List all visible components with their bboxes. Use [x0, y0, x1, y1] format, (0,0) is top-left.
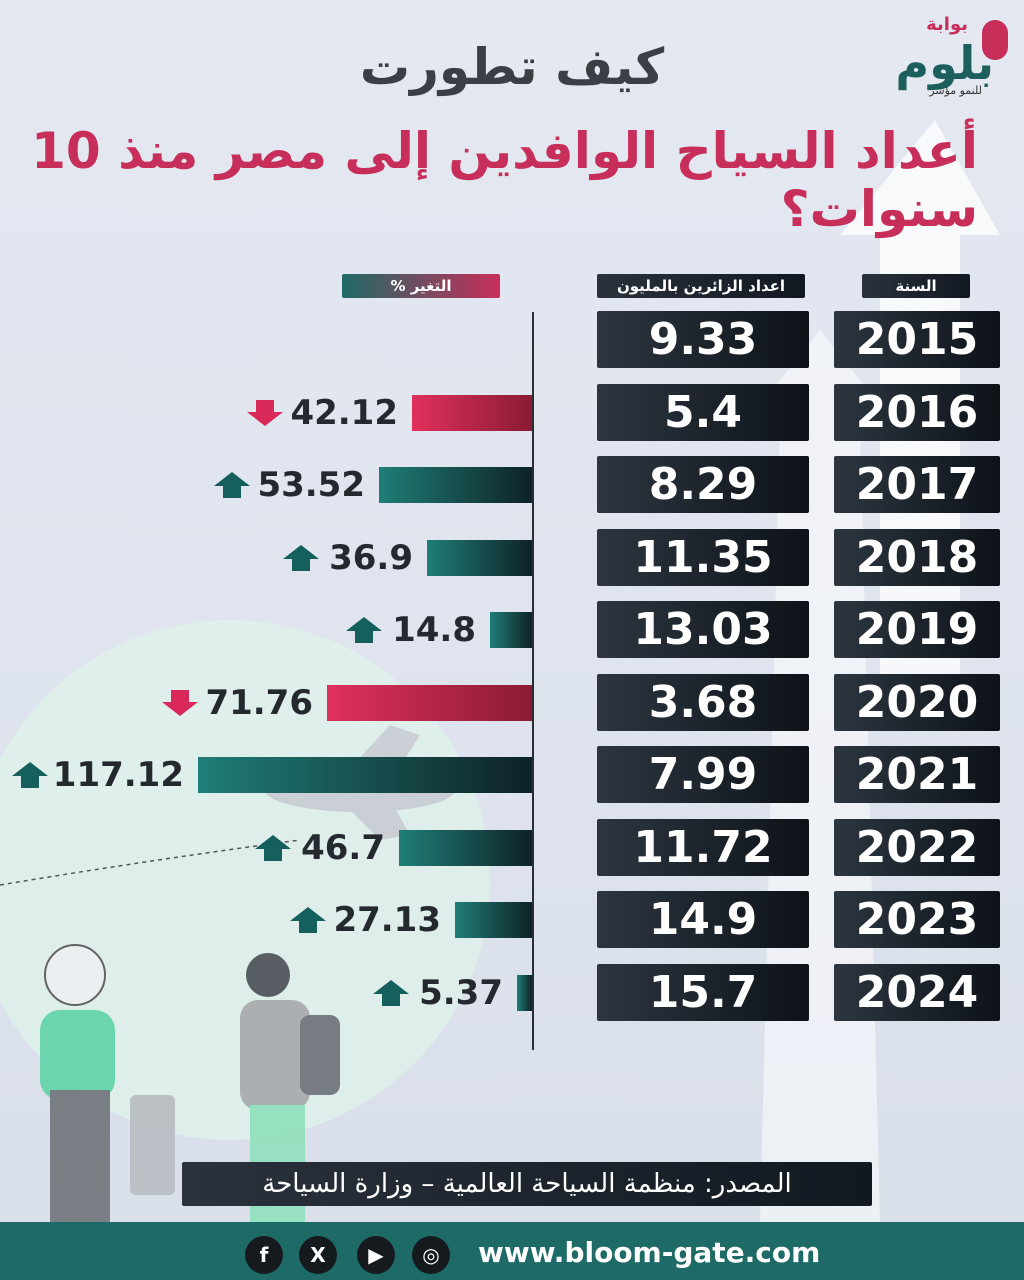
source-note: المصدر: منظمة السياحة العالمية – وزارة ا… — [182, 1162, 872, 1206]
visitors-value-cell: 5.4 — [597, 384, 809, 441]
change-bar — [455, 902, 532, 938]
visitors-value-cell: 15.7 — [597, 964, 809, 1021]
x-icon[interactable]: X — [299, 1236, 337, 1274]
year-cell: 2020 — [834, 674, 1000, 731]
visitors-value-cell: 13.03 — [597, 601, 809, 658]
visitors-value-cell: 14.9 — [597, 891, 809, 948]
year-cell: 2023 — [834, 891, 1000, 948]
visitors-value-cell: 7.99 — [597, 746, 809, 803]
year-cell: 2019 — [834, 601, 1000, 658]
change-value-label: 36.9 — [329, 538, 413, 578]
title-line-1: كيف تطورت — [359, 38, 665, 96]
change-bar — [327, 685, 532, 721]
logo-sub-text: للنمو مؤشر — [929, 84, 982, 97]
change-bar — [412, 395, 532, 431]
year-cell: 2016 — [834, 384, 1000, 441]
brand-logo: بوابة بلوم للنمو مؤشر — [862, 14, 1012, 104]
visitors-value-cell: 11.72 — [597, 819, 809, 876]
arrow-down-icon — [162, 690, 198, 716]
website-link[interactable]: www.bloom-gate.com — [478, 1236, 821, 1269]
change-value-label: 53.52 — [257, 465, 365, 505]
arrow-up-icon — [373, 980, 409, 1006]
change-value-label: 46.7 — [301, 828, 385, 868]
change-bar — [517, 975, 532, 1011]
arrow-up-icon — [214, 472, 250, 498]
arrow-up-icon — [283, 545, 319, 571]
change-value-label: 71.76 — [205, 683, 313, 723]
change-value-label: 27.13 — [333, 900, 441, 940]
change-value-label: 117.12 — [52, 755, 184, 795]
visitors-column-header: اعداد الزائرين بالمليون — [597, 274, 805, 298]
arrow-up-icon — [290, 907, 326, 933]
arrow-up-icon — [255, 835, 291, 861]
change-value-label: 14.8 — [392, 610, 476, 650]
logo-top-text: بوابة — [926, 14, 968, 35]
year-cell: 2017 — [834, 456, 1000, 513]
change-column-header: التغير % — [342, 274, 500, 298]
arrow-up-icon — [12, 762, 48, 788]
visitors-value-cell: 8.29 — [597, 456, 809, 513]
logo-main-text: بلوم — [895, 36, 994, 90]
arrow-up-icon — [346, 617, 382, 643]
year-cell: 2018 — [834, 529, 1000, 586]
year-cell: 2024 — [834, 964, 1000, 1021]
change-bar — [490, 612, 532, 648]
microphone-icon — [982, 20, 1008, 60]
year-cell: 2021 — [834, 746, 1000, 803]
visitors-value-cell: 11.35 — [597, 529, 809, 586]
change-value-label: 42.12 — [290, 393, 398, 433]
change-bar — [427, 540, 532, 576]
change-bar — [198, 757, 532, 793]
year-cell: 2022 — [834, 819, 1000, 876]
title-line-2: أعداد السياح الوافدين إلى مصر منذ 10 سنو… — [31, 122, 978, 238]
change-bar — [379, 467, 532, 503]
instagram-icon[interactable]: ◎ — [412, 1236, 450, 1274]
bar-axis-line — [532, 312, 534, 1050]
footer-bar — [0, 1222, 1024, 1280]
year-cell: 2015 — [834, 311, 1000, 368]
visitors-value-cell: 3.68 — [597, 674, 809, 731]
youtube-icon[interactable]: ▶ — [357, 1236, 395, 1274]
facebook-icon[interactable]: f — [245, 1236, 283, 1274]
change-bar — [399, 830, 532, 866]
arrow-down-icon — [247, 400, 283, 426]
year-column-header: السنة — [862, 274, 970, 298]
visitors-value-cell: 9.33 — [597, 311, 809, 368]
change-value-label: 5.37 — [419, 973, 503, 1013]
